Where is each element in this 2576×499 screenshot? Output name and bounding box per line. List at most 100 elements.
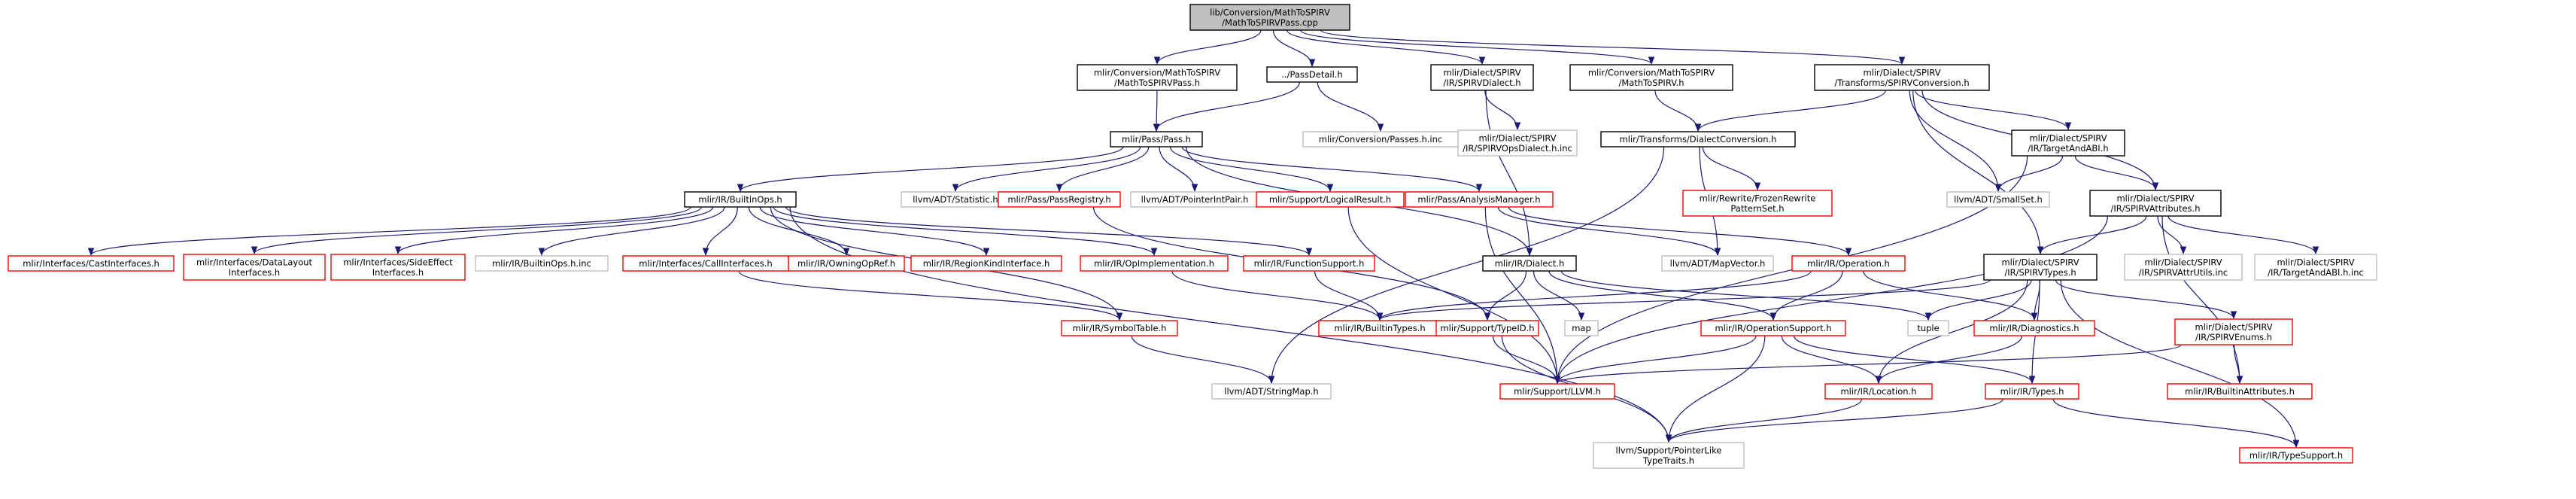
- node-box: [1593, 442, 1745, 469]
- edge-opimplementation-to-builtintypes: [1171, 270, 1384, 321]
- node-label: /IR/SPIRVEnums.h: [2195, 332, 2272, 342]
- node-functionsupport[interactable]: mlir/IR/FunctionSupport.h: [1243, 255, 1375, 272]
- edge-root-to-passdetail: [1272, 29, 1316, 68]
- node-diagnostics[interactable]: mlir/IR/Diagnostics.h: [1973, 320, 2095, 336]
- node-spirvdialect[interactable]: mlir/Dialect/SPIRV/IR/SPIRVDialect.h: [1430, 64, 1534, 91]
- node-spirvtypes[interactable]: mlir/Dialect/SPIRV/IR/SPIRVTypes.h: [1983, 254, 2098, 281]
- node-symboltable[interactable]: mlir/IR/SymbolTable.h: [1061, 320, 1178, 336]
- node-spirvattrutils: mlir/Dialect/SPIRV/IR/SPIRVAttrUtils.inc: [2124, 254, 2243, 281]
- node-location[interactable]: mlir/IR/Location.h: [1824, 383, 1933, 400]
- node-label: mlir/Dialect/SPIRV: [1863, 67, 1940, 78]
- node-typeid[interactable]: mlir/Support/TypeID.h: [1435, 320, 1539, 336]
- node-box: [2239, 447, 2353, 464]
- node-label: mlir/IR/OpImplementation.h: [1094, 258, 1214, 269]
- edge-operation-to-builtintypes: [1376, 270, 1812, 321]
- edge-logicalresult-to-llvm: [1347, 206, 1561, 385]
- node-box: [1430, 64, 1534, 91]
- node-opimplementation[interactable]: mlir/IR/OpImplementation.h: [1080, 255, 1229, 272]
- node-label: mlir/Interfaces/CallInterfaces.h: [639, 258, 772, 269]
- node-map: map: [1564, 320, 1599, 336]
- node-targetandabiinc: mlir/Dialect/SPIRV/IR/TargetAndABI.h.inc: [2254, 254, 2377, 281]
- node-castinterfaces[interactable]: mlir/Interfaces/CastInterfaces.h: [8, 255, 175, 272]
- node-box: [2011, 129, 2125, 157]
- node-box: [1661, 255, 1774, 272]
- node-box: [684, 191, 797, 208]
- edge-spirvattributes-to-targetandabiinc: [2167, 215, 2319, 255]
- node-box: [998, 191, 1121, 208]
- node-box: [2167, 383, 2313, 400]
- node-box: [1814, 64, 1990, 91]
- node-box: [1110, 131, 1203, 148]
- node-statistic: llvm/ADT/Statistic.h: [901, 191, 1010, 208]
- node-typesupport[interactable]: mlir/IR/TypeSupport.h: [2239, 447, 2353, 464]
- node-box: [8, 255, 175, 272]
- edge-spirvdialect-to-dialect: [1485, 90, 1533, 257]
- node-spirvattributes[interactable]: mlir/Dialect/SPIRV/IR/SPIRVAttributes.h: [2089, 190, 2222, 217]
- edge-functionsupport-to-builtintypes: [1314, 270, 1384, 321]
- edge-operationsupport-to-types: [1793, 335, 2036, 385]
- edge-pass-to-builtinops: [737, 146, 1124, 193]
- edge-spirvtypes-to-tuple: [1924, 279, 2032, 321]
- node-callinterfaces[interactable]: mlir/Interfaces/CallInterfaces.h: [622, 255, 789, 272]
- node-label: mlir/Pass/PassRegistry.h: [1007, 194, 1110, 205]
- node-dialectconversion[interactable]: mlir/Transforms/DialectConversion.h: [1600, 131, 1796, 148]
- node-smallset: llvm/ADT/SmallSet.h: [1946, 191, 2050, 208]
- node-box: [1482, 255, 1577, 272]
- node-targetandabi[interactable]: mlir/Dialect/SPIRV/IR/TargetAndABI.h: [2011, 129, 2125, 157]
- node-builtinopsinc: mlir/IR/BuiltinOps.h.inc: [475, 255, 609, 272]
- node-logicalresult[interactable]: mlir/Support/LogicalResult.h: [1256, 191, 1405, 208]
- node-llvm[interactable]: mlir/Support/LLVM.h: [1499, 383, 1615, 400]
- node-spirvenums[interactable]: mlir/Dialect/SPIRV/IR/SPIRVEnums.h: [2174, 318, 2293, 345]
- node-passeshinc: mlir/Conversion/Passes.h.inc: [1302, 131, 1459, 148]
- node-dialect[interactable]: mlir/IR/Dialect.h: [1482, 255, 1577, 272]
- node-box: [788, 255, 905, 272]
- node-operationsupport[interactable]: mlir/IR/OperationSupport.h: [1700, 320, 1846, 336]
- edge-callinterfaces-to-symboltable: [738, 270, 1123, 321]
- node-label: mlir/IR/TypeSupport.h: [2249, 450, 2343, 461]
- node-label: mlir/IR/BuiltinOps.h.inc: [492, 258, 591, 269]
- node-convpass[interactable]: mlir/Conversion/MathToSPIRV/MathToSPIRVP…: [1077, 64, 1238, 91]
- node-label: mlir/IR/Operation.h: [1807, 258, 1890, 269]
- node-regionkind[interactable]: mlir/IR/RegionKindInterface.h: [910, 255, 1062, 272]
- node-box: [1061, 320, 1178, 336]
- node-builtintypes[interactable]: mlir/IR/BuiltinTypes.h: [1318, 320, 1441, 336]
- edge-builtinops-to-castinterfaces: [87, 206, 691, 257]
- node-passregistry[interactable]: mlir/Pass/PassRegistry.h: [998, 191, 1121, 208]
- node-label: /IR/SPIRVOpsDialect.h.inc: [1463, 143, 1572, 154]
- node-builtinops[interactable]: mlir/IR/BuiltinOps.h: [684, 191, 797, 208]
- node-box: [2254, 254, 2377, 281]
- node-box: [1700, 320, 1846, 336]
- edge-root-to-spirvconversion: [1320, 29, 1905, 65]
- node-types[interactable]: mlir/IR/Types.h: [1985, 383, 2079, 400]
- node-spirvconversion[interactable]: mlir/Dialect/SPIRV/Transforms/SPIRVConve…: [1814, 64, 1990, 91]
- node-pass[interactable]: mlir/Pass/Pass.h: [1110, 131, 1203, 148]
- node-label: mlir/IR/RegionKindInterface.h: [923, 258, 1050, 269]
- node-label: mlir/IR/BuiltinAttributes.h: [2185, 386, 2295, 397]
- node-builtinattributes[interactable]: mlir/IR/BuiltinAttributes.h: [2167, 383, 2313, 400]
- node-box: [1946, 191, 2050, 208]
- node-analysismanager[interactable]: mlir/Pass/AnalysisManager.h: [1405, 191, 1554, 208]
- node-box: [330, 254, 466, 281]
- node-passdetail[interactable]: ../PassDetail.h: [1266, 66, 1358, 83]
- node-label: mlir/IR/OwningOpRef.h: [797, 258, 895, 269]
- node-label: llvm/ADT/MapVector.h: [1670, 258, 1766, 269]
- node-box: [1266, 66, 1358, 83]
- edge-builtinops-to-pointerlike: [789, 206, 1672, 443]
- edge-targetandabi-to-spirvattributes: [2074, 155, 2159, 191]
- node-label: mlir/IR/Dialect.h: [1495, 258, 1565, 269]
- node-label: lib/Conversion/MathToSPIRV: [1210, 7, 1330, 17]
- node-label: /IR/SPIRVTypes.h: [2004, 267, 2076, 278]
- edge-passdetail-to-passeshinc: [1317, 81, 1384, 132]
- node-mathtospirv[interactable]: mlir/Conversion/MathToSPIRV/MathToSPIRV.…: [1569, 64, 1733, 91]
- node-root[interactable]: lib/Conversion/MathToSPIRV/MathToSPIRVPa…: [1189, 4, 1350, 31]
- node-box: [1499, 383, 1615, 400]
- edge-types-to-pointerlike: [1665, 398, 2003, 443]
- node-label: /MathToSPIRV.h: [1618, 78, 1684, 88]
- node-owningopref[interactable]: mlir/IR/OwningOpRef.h: [788, 255, 905, 272]
- node-box: [1457, 129, 1578, 157]
- node-label: mlir/Conversion/Passes.h.inc: [1319, 134, 1442, 145]
- node-operation[interactable]: mlir/IR/Operation.h: [1791, 255, 1906, 272]
